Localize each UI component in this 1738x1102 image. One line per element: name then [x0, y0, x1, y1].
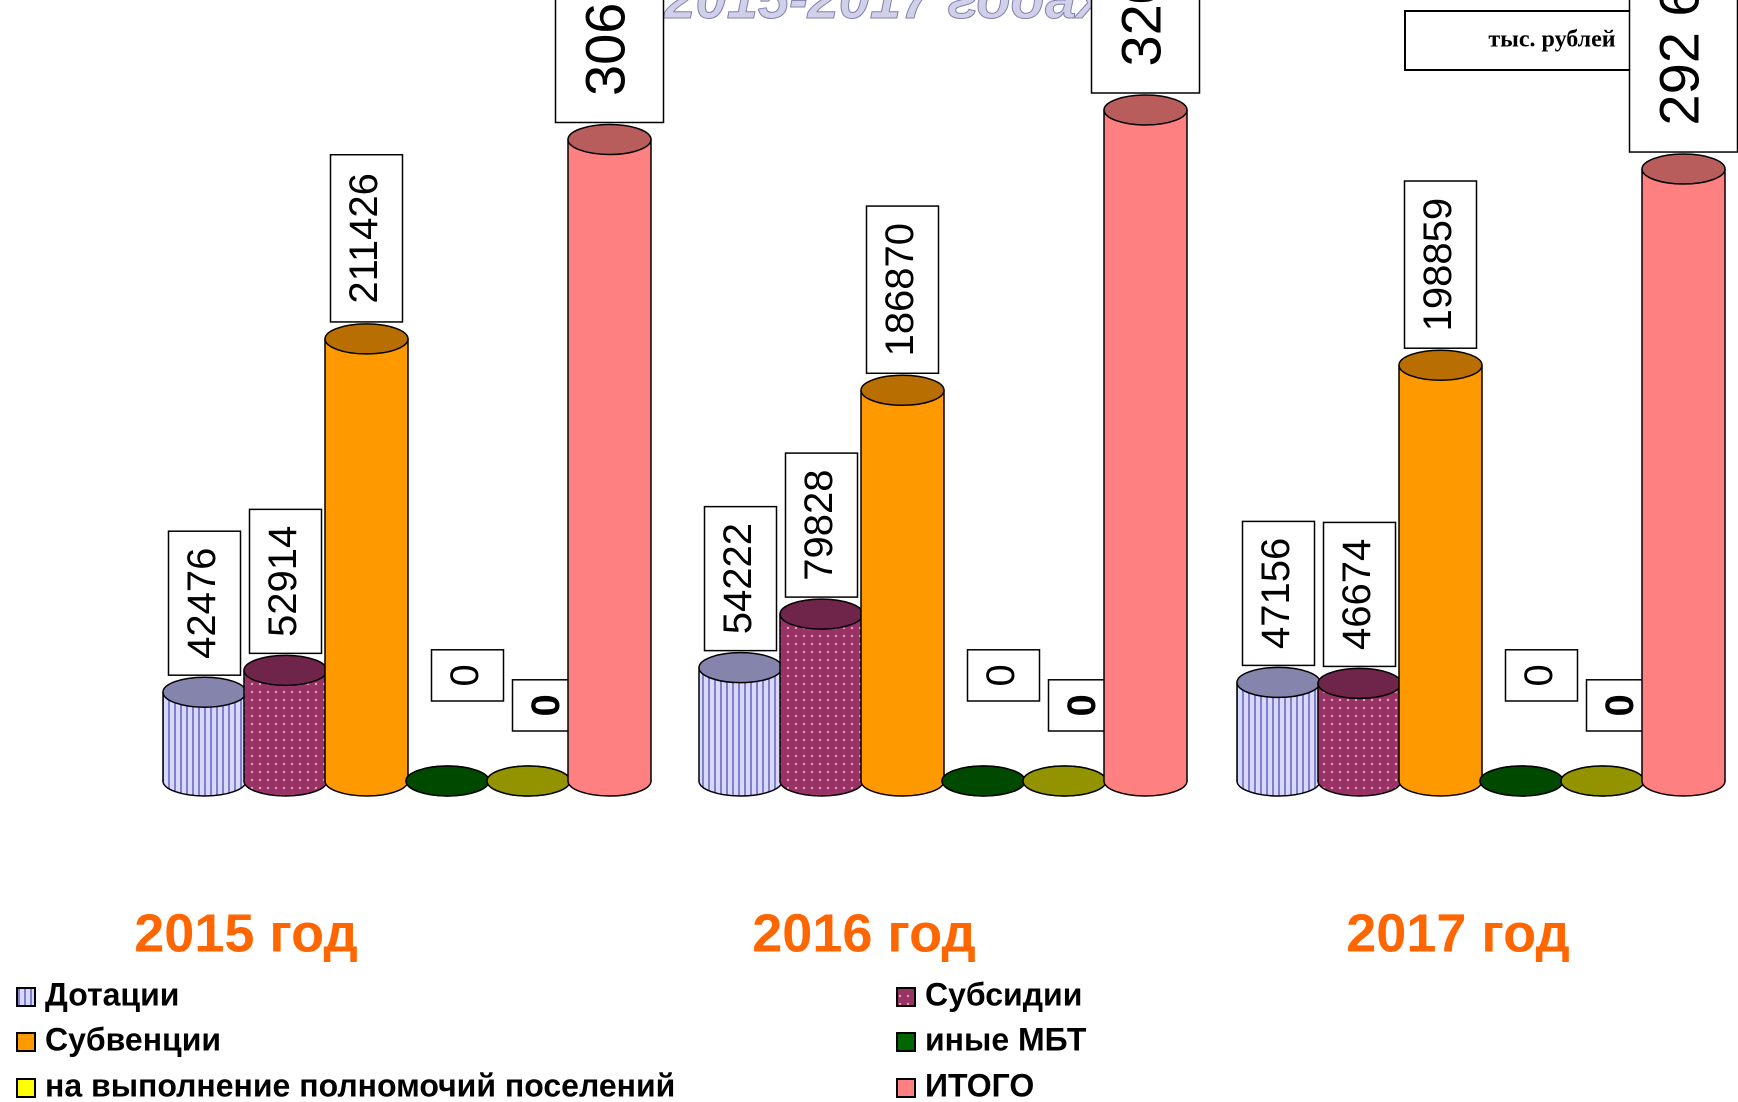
legend-label: Субвенции — [45, 1021, 221, 1057]
bar — [1560, 765, 1645, 797]
data-label: 52914 — [261, 526, 305, 637]
data-label: 46674 — [1335, 539, 1379, 650]
category-label: 2017 год — [1346, 903, 1569, 963]
bar-top — [1479, 765, 1564, 797]
bar-top — [324, 323, 409, 355]
legend-label: Субсидии — [925, 976, 1082, 1012]
bar-top — [1103, 94, 1188, 126]
bar-body — [861, 390, 944, 781]
bar — [1479, 765, 1564, 797]
label-box — [1504, 649, 1579, 702]
data-label: 306 816 — [573, 0, 636, 96]
category-label: 2015 год — [134, 903, 357, 963]
bar — [1103, 94, 1188, 797]
bar-body — [1104, 110, 1187, 781]
unit-label: тыс. рублей — [1488, 27, 1615, 53]
bar-top — [941, 765, 1026, 797]
data-label: 211426 — [342, 173, 386, 304]
data-label: 0 — [524, 694, 568, 716]
bar — [162, 676, 247, 797]
data-label: 42476 — [180, 548, 224, 659]
bar-top — [1236, 666, 1321, 699]
legend-swatch — [896, 1078, 916, 1098]
data-label: 0 — [443, 664, 487, 686]
bar-body — [568, 139, 651, 781]
bar — [243, 654, 328, 797]
data-label: 198859 — [1416, 198, 1460, 331]
data-label: 292 689 — [1647, 0, 1710, 126]
bar-body — [1318, 683, 1401, 781]
bar-top — [1317, 667, 1402, 700]
legend-swatch — [16, 1078, 36, 1098]
bar-top — [1560, 765, 1645, 797]
label-box — [1322, 521, 1397, 668]
bar — [860, 374, 945, 797]
label-box — [248, 508, 323, 655]
label-box — [167, 530, 242, 676]
legend-swatch — [896, 1032, 916, 1052]
bar — [486, 765, 571, 797]
legend-label: на выполнение полномочий поселений — [45, 1067, 675, 1102]
legend-swatch — [16, 1032, 36, 1052]
label-box — [554, 0, 665, 124]
bar-body — [780, 614, 863, 781]
bar — [779, 598, 864, 797]
data-label: 0 — [1060, 694, 1104, 716]
bar-body — [1399, 365, 1482, 781]
legend-label: Дотации — [45, 976, 179, 1012]
data-label: 0 — [1517, 664, 1561, 686]
label-box — [1241, 520, 1316, 667]
legend-swatch — [16, 987, 36, 1007]
label-box — [1628, 0, 1738, 153]
bar — [1236, 666, 1321, 797]
bar-top — [860, 374, 945, 407]
data-label: 79828 — [797, 469, 841, 580]
bar — [698, 651, 783, 797]
label-box — [865, 205, 940, 375]
bar-top — [1641, 153, 1726, 185]
data-label: 186870 — [878, 223, 922, 356]
bar — [1317, 667, 1402, 797]
bar-body — [699, 667, 782, 781]
bar — [567, 123, 652, 797]
bar-body — [244, 670, 327, 781]
bar-top — [567, 123, 652, 156]
label-box — [430, 649, 505, 702]
bar-top — [779, 598, 864, 630]
bar — [1641, 153, 1726, 797]
bar-top — [486, 765, 571, 797]
bar-top — [1398, 349, 1483, 381]
bar-body — [1642, 169, 1725, 782]
bar — [1398, 349, 1483, 797]
bar — [405, 765, 490, 797]
label-box — [703, 505, 778, 652]
bar-body — [325, 338, 408, 781]
label-box — [784, 452, 859, 598]
bar-body — [1237, 682, 1320, 781]
data-label: 0 — [1598, 694, 1642, 716]
data-label: 54222 — [716, 523, 760, 634]
data-label: 47156 — [1254, 538, 1298, 649]
label-box — [329, 153, 404, 323]
label-box — [966, 649, 1041, 702]
label-box — [1090, 0, 1201, 94]
label-box — [1403, 180, 1478, 349]
bar — [1022, 765, 1107, 797]
legend-label: ИТОГО — [925, 1067, 1034, 1102]
bar — [941, 765, 1026, 797]
bar-top — [1022, 765, 1107, 797]
bar-top — [405, 765, 490, 797]
bar-top — [698, 651, 783, 684]
data-label: 320 920 — [1109, 0, 1172, 67]
bar-top — [162, 676, 247, 708]
category-label: 2016 год — [752, 903, 975, 963]
bar — [324, 323, 409, 797]
data-label: 0 — [979, 664, 1023, 686]
chart-title: в 2015-2017 годах. — [615, 0, 1123, 30]
legend-swatch — [896, 987, 916, 1007]
legend-label: иные МБТ — [925, 1021, 1087, 1057]
bar-top — [243, 654, 328, 687]
